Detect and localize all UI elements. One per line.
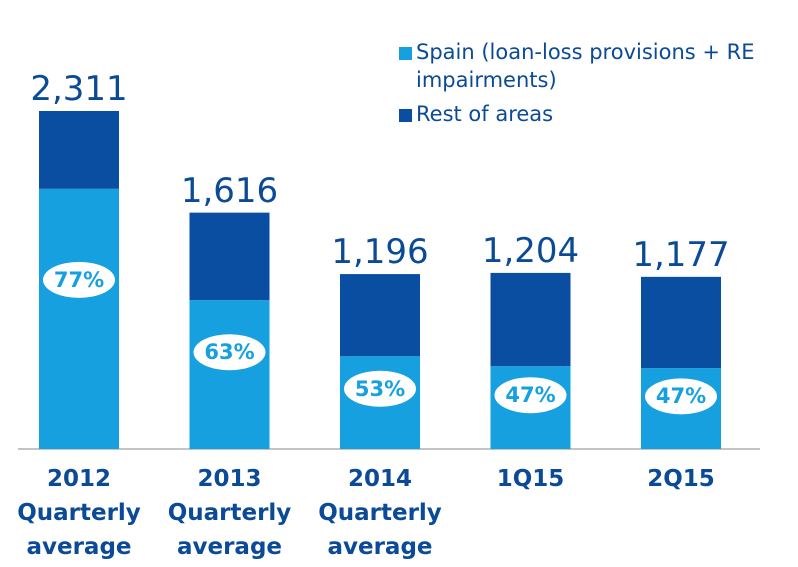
share-badge bbox=[43, 261, 115, 298]
legend-swatch bbox=[399, 109, 412, 122]
total-label: 1,177 bbox=[632, 234, 730, 275]
legend-swatch bbox=[399, 47, 412, 60]
bar-segment bbox=[340, 274, 420, 357]
legend-label: Rest of areas bbox=[416, 102, 554, 126]
bar-segment bbox=[189, 212, 270, 301]
share-badge bbox=[344, 370, 416, 407]
share-badge bbox=[494, 377, 567, 414]
share-badge bbox=[193, 334, 266, 371]
category-label: 2Q15 bbox=[647, 466, 715, 492]
total-label: 2,311 bbox=[30, 69, 128, 109]
legend-label: Spain (loan-loss provisions + RE impairm… bbox=[416, 40, 755, 92]
total-label: 1,196 bbox=[331, 232, 429, 273]
share-label: 53% bbox=[354, 376, 406, 401]
category-label: 2014 Quarterly average bbox=[318, 466, 442, 560]
share-label: 47% bbox=[505, 383, 556, 408]
bar-segment bbox=[39, 188, 119, 449]
category-label: 2012 Quarterly average bbox=[17, 466, 141, 560]
bar-segment bbox=[490, 272, 571, 367]
bar-segment bbox=[39, 111, 119, 189]
share-label: 63% bbox=[204, 340, 255, 365]
bar-segment bbox=[641, 276, 721, 369]
total-label: 1,204 bbox=[481, 230, 580, 271]
category-label: 2013 Quarterly average bbox=[167, 466, 292, 560]
total-label: 1,616 bbox=[180, 170, 279, 211]
share-label: 77% bbox=[53, 267, 105, 292]
category-label: 1Q15 bbox=[496, 466, 565, 492]
share-badge bbox=[645, 378, 717, 415]
share-label: 47% bbox=[655, 384, 707, 409]
bar-segment bbox=[189, 300, 270, 449]
